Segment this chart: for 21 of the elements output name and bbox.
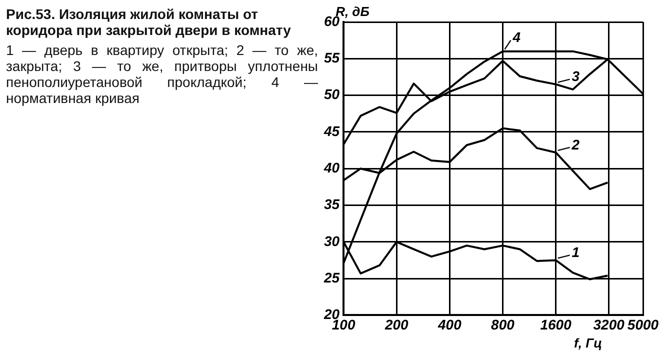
x-tick-label: 1600: [540, 316, 572, 332]
legend-label: 1: [572, 244, 580, 260]
y-tick-label: 35: [324, 196, 340, 212]
x-axis-title: f, Гц: [574, 335, 602, 350]
y-tick-label: 25: [322, 269, 340, 286]
legend-label: 4: [512, 29, 521, 46]
x-tick-label: 200: [384, 316, 409, 332]
y-tick-label: 50: [324, 86, 340, 102]
y-tick-label: 45: [322, 122, 340, 139]
x-tick-label: 3200: [593, 316, 625, 332]
x-tick-label: 800: [491, 316, 515, 332]
x-tick-label: 400: [437, 316, 462, 332]
x-tick-label: 5000: [627, 316, 659, 332]
y-tick-label: 30: [324, 232, 340, 249]
y-axis-title: R, дБ: [336, 4, 370, 20]
y-tick-label: 55: [324, 50, 340, 66]
y-tick-label: 40: [322, 159, 340, 176]
legend-label: 3: [572, 68, 580, 84]
text: 1 — дверь в квартиру открыта; 2 — то же, закрыта; 3 — то же, притворы уплотнены пенополиуретановой прокладкой; 4 — нормативная кривая: [6, 42, 318, 106]
legend-label: 2: [570, 136, 580, 152]
text: Рис.53. Изоляция жилой комнаты от коридора при закрытой двери в комнату: [6, 6, 292, 38]
